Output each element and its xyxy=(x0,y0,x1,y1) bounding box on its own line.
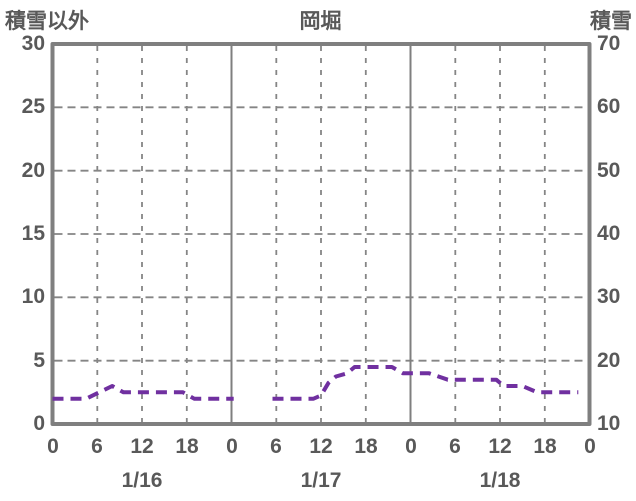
right-axis-title: 積雪 xyxy=(590,10,632,33)
left-axis-tick-label: 25 xyxy=(21,95,45,118)
x-axis-tick-label: 18 xyxy=(354,435,378,458)
x-axis-tick-label: 6 xyxy=(449,435,461,458)
x-axis-tick-label: 18 xyxy=(533,435,557,458)
plot-border xyxy=(50,42,592,426)
chart-title: 岡堀 xyxy=(299,10,342,33)
series-line-segment xyxy=(272,365,579,401)
left-axis-tick-label: 5 xyxy=(33,349,45,372)
left-axis-tick-label: 20 xyxy=(21,159,45,182)
right-axis-tick-label: 10 xyxy=(597,412,621,435)
left-axis-tick-label: 0 xyxy=(33,412,45,435)
left-axis-tick-label: 30 xyxy=(21,32,45,55)
x-axis-day-label: 1/16 xyxy=(121,469,163,492)
x-axis-tick-label: 0 xyxy=(584,435,596,458)
x-axis-tick-label: 6 xyxy=(270,435,282,458)
right-axis-tick-label: 20 xyxy=(597,349,621,372)
x-axis-tick-label: 6 xyxy=(91,435,103,458)
right-axis-tick-label: 70 xyxy=(597,32,621,55)
left-axis-tick-label: 10 xyxy=(21,285,45,308)
x-axis-day-label: 1/17 xyxy=(300,469,342,492)
x-axis-day-label: 1/18 xyxy=(479,469,521,492)
x-axis-tick-label: 12 xyxy=(130,435,154,458)
x-axis-tick-label: 12 xyxy=(309,435,333,458)
left-axis-tick-label: 15 xyxy=(21,222,45,245)
x-axis-tick-label: 0 xyxy=(405,435,417,458)
right-axis-tick-label: 50 xyxy=(597,159,621,182)
x-axis-tick-label: 12 xyxy=(488,435,512,458)
x-axis-tick-label: 0 xyxy=(226,435,238,458)
left-axis-title: 積雪以外 xyxy=(5,10,89,33)
series-line-segment xyxy=(52,384,234,401)
x-axis-tick-label: 18 xyxy=(175,435,199,458)
x-axis-tick-label: 0 xyxy=(47,435,59,458)
right-axis-tick-label: 40 xyxy=(597,222,621,245)
right-axis-tick-label: 30 xyxy=(597,285,621,308)
right-axis-tick-label: 60 xyxy=(597,95,621,118)
